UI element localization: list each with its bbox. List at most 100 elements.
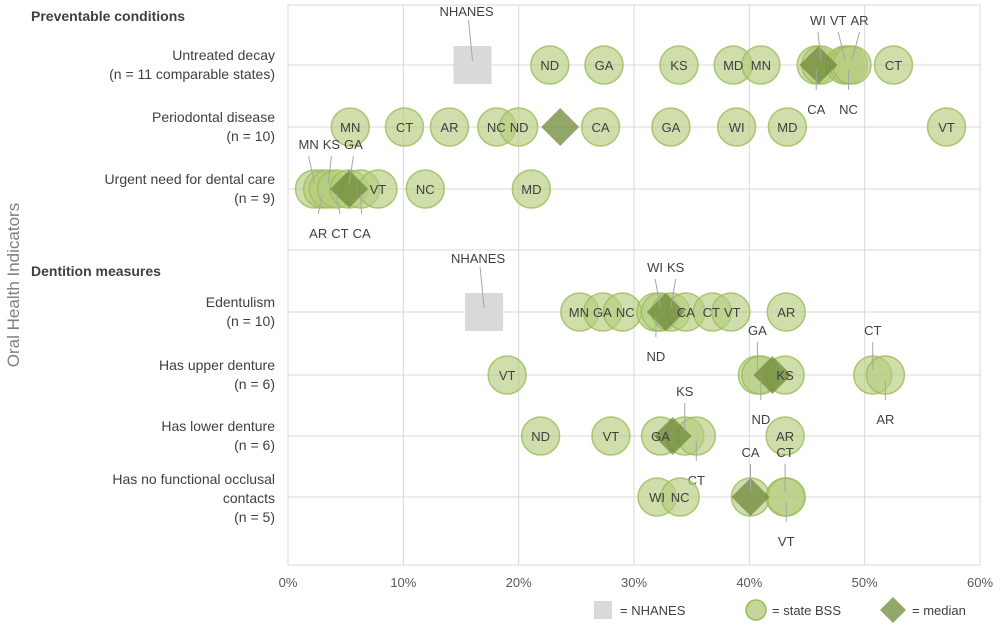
leader-line — [670, 278, 677, 308]
nhanes-marker — [465, 293, 504, 331]
median-marker — [653, 417, 692, 455]
state-point-VT — [926, 107, 967, 147]
leader-line — [837, 31, 846, 61]
point-label: KS — [323, 137, 341, 152]
state-point-NC — [660, 477, 700, 517]
x-tick-label: 60% — [967, 575, 993, 590]
legend-state-icon — [745, 599, 767, 621]
point-label: WI — [647, 260, 663, 275]
state-point-CA — [580, 107, 621, 147]
nhanes-label: NHANES — [439, 4, 494, 19]
point-label: MD — [521, 182, 541, 197]
point-label: KS — [670, 58, 688, 73]
category-label: contacts — [223, 490, 275, 506]
state-point-MN — [330, 107, 371, 147]
state-point-ND — [530, 45, 570, 85]
category-label: (n = 11 comparable states) — [109, 66, 275, 82]
x-tick-label: 50% — [852, 575, 878, 590]
category-label: (n = 5) — [234, 509, 275, 525]
state-point-MD — [767, 107, 808, 147]
median-marker — [731, 478, 770, 516]
category-label: Untreated decay — [172, 47, 275, 63]
point-label: GA — [662, 120, 681, 135]
state-point-AR — [765, 416, 805, 456]
point-label: MN — [569, 305, 589, 320]
point-label: CT — [864, 323, 881, 338]
category-label: (n = 10) — [226, 128, 275, 144]
state-point-VT — [591, 416, 631, 456]
point-label: NC — [839, 102, 858, 117]
point-label: GA — [593, 305, 612, 320]
point-label: MN — [751, 58, 771, 73]
point-label: CA — [592, 120, 610, 135]
x-tick-label: 30% — [621, 575, 647, 590]
leader-line — [468, 19, 474, 62]
point-label: VT — [830, 13, 847, 28]
state-point-VT — [711, 292, 751, 332]
point-label: WI — [729, 120, 745, 135]
category-label: Has lower denture — [161, 418, 275, 434]
legend-state-label: = state BSS — [772, 603, 841, 618]
leader-line — [327, 155, 332, 185]
leader-line — [308, 155, 316, 185]
point-label: AR — [440, 120, 458, 135]
point-label: NC — [416, 182, 435, 197]
state-point-AR — [766, 292, 806, 332]
legend-median-label: = median — [912, 603, 966, 618]
point-label: NC — [671, 490, 690, 505]
point-label: VT — [370, 182, 387, 197]
point-label: MN — [298, 137, 318, 152]
point-label: CT — [885, 58, 902, 73]
category-label: Edentulism — [206, 294, 275, 310]
point-label: WI — [649, 490, 665, 505]
state-point-MN — [741, 45, 781, 85]
point-label: GA — [651, 429, 670, 444]
section-title: Dentition measures — [31, 263, 161, 279]
point-label: NC — [616, 305, 635, 320]
point-label: CA — [807, 102, 825, 117]
median-marker — [753, 356, 792, 394]
point-label: CT — [396, 120, 413, 135]
y-axis-title: Oral Health Indicators — [4, 203, 23, 367]
point-label: AR — [777, 305, 795, 320]
point-label: KS — [667, 260, 685, 275]
point-label: MD — [723, 58, 743, 73]
point-label: CA — [353, 226, 371, 241]
state-point-ND — [520, 416, 561, 456]
point-label: AR — [851, 13, 869, 28]
point-label: KS — [776, 368, 794, 383]
leader-line — [317, 193, 324, 215]
point-label: AR — [876, 412, 894, 427]
point-label: ND — [751, 412, 770, 427]
point-label: CT — [776, 445, 793, 460]
category-label: Periodontal disease — [152, 109, 275, 125]
category-label: (n = 6) — [234, 437, 275, 453]
state-point-CT — [384, 107, 425, 147]
legend-median-icon — [880, 597, 906, 623]
state-point-KS — [659, 45, 699, 85]
category-label: (n = 6) — [234, 376, 275, 392]
point-label: VT — [499, 368, 516, 383]
state-point-GA — [651, 107, 691, 147]
x-tick-label: 10% — [390, 575, 416, 590]
point-label: CT — [703, 305, 720, 320]
point-label: VT — [603, 429, 620, 444]
state-point-VT — [487, 355, 527, 395]
point-label: GA — [748, 323, 767, 338]
category-label: Has upper denture — [159, 357, 275, 373]
category-label: (n = 10) — [226, 313, 275, 329]
point-label: CT — [331, 226, 348, 241]
legend-nhanes-icon — [594, 601, 612, 619]
point-label: AR — [309, 226, 327, 241]
median-marker — [541, 108, 580, 146]
leader-line — [360, 193, 363, 215]
point-label: KS — [676, 384, 694, 399]
point-label: ND — [647, 349, 666, 364]
x-tick-label: 0% — [279, 575, 298, 590]
point-label: MD — [777, 120, 797, 135]
leader-line — [654, 278, 662, 308]
leader-line — [335, 193, 341, 215]
median-marker — [330, 170, 369, 208]
x-tick-label: 40% — [736, 575, 762, 590]
